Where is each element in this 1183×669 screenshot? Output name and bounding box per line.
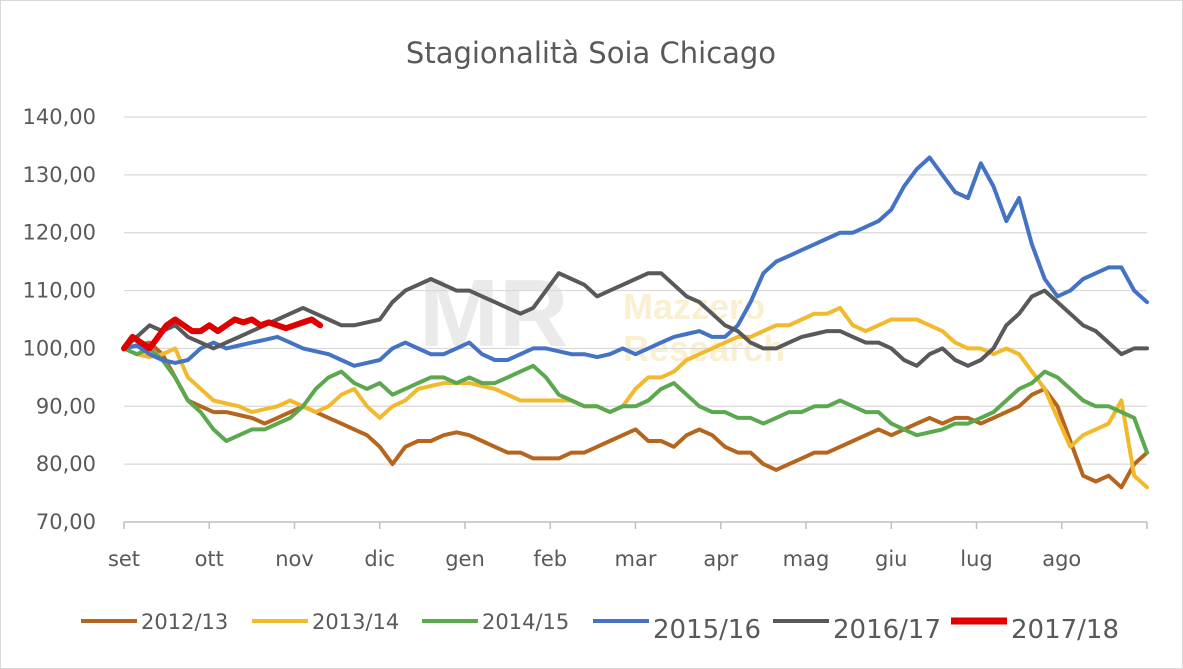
x-tick-label: feb	[533, 547, 567, 571]
series-line	[122, 155, 1149, 368]
x-tick-label: ago	[1042, 547, 1081, 571]
y-tick-label: 100,00	[23, 336, 96, 360]
x-tick-label: nov	[275, 547, 314, 571]
x-tick-label: apr	[703, 547, 738, 571]
chart-title: Stagionalità Soia Chicago	[406, 36, 776, 70]
x-tick-label: lug	[960, 547, 992, 571]
series-group	[121, 155, 1149, 490]
y-tick-label: 110,00	[23, 279, 96, 303]
y-tick-label: 70,00	[36, 510, 96, 534]
watermark-line1: Mazzero	[623, 286, 765, 327]
x-tick-label: dic	[364, 547, 395, 571]
legend-label: 2013/14	[312, 610, 399, 634]
legend-label: 2014/15	[482, 610, 569, 634]
y-tick-label: 120,00	[23, 221, 96, 245]
y-tick-label: 130,00	[23, 163, 96, 187]
legend: 2012/13 2013/14 2014/15 2015/16 2016/17 2017/…	[81, 610, 1119, 645]
series-line	[122, 305, 1149, 490]
x-tick-label: ott	[195, 547, 224, 571]
y-tick-label: 90,00	[36, 394, 96, 418]
x-tick-label: mag	[783, 547, 830, 571]
x-tick-label: set	[108, 547, 140, 571]
y-tick-label: 80,00	[36, 452, 96, 476]
watermark-logo: MR	[419, 260, 568, 367]
legend-label: 2012/13	[141, 610, 228, 634]
y-axis: 70,00 80,00 90,00 100,00 110,00 120,00 130,00 1…	[23, 105, 96, 534]
x-tick-label: gen	[445, 547, 485, 571]
x-axis: set ott nov dic gen feb mar apr mag giu lug ago	[108, 521, 1148, 571]
series-line	[121, 316, 324, 352]
series-line	[122, 271, 1149, 368]
legend-label: 2017/18	[1011, 615, 1119, 645]
legend-label: 2015/16	[653, 615, 761, 645]
x-tick-label: giu	[875, 547, 907, 571]
watermark: MR Mazzero Research	[419, 260, 785, 369]
y-tick-label: 140,00	[23, 105, 96, 129]
series-line	[122, 346, 1149, 455]
legend-label: 2016/17	[833, 615, 941, 645]
x-tick-label: mar	[615, 547, 657, 571]
